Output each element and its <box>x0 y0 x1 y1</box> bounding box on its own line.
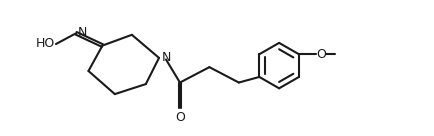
Text: O: O <box>316 48 326 61</box>
Text: N: N <box>161 51 171 64</box>
Text: HO: HO <box>36 37 55 50</box>
Text: O: O <box>174 111 184 124</box>
Text: N: N <box>78 26 87 39</box>
